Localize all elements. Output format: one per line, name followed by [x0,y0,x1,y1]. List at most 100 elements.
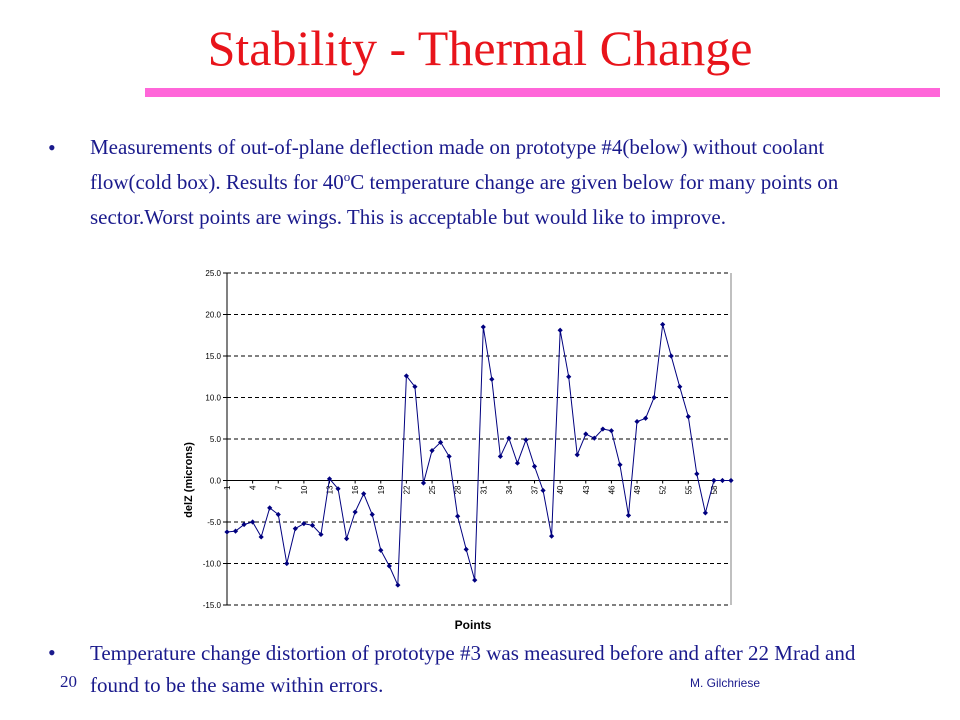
data-point-marker [480,324,486,330]
x-tick-label: 10 [300,485,309,494]
data-point-marker [719,477,726,484]
data-point-marker [557,327,563,333]
bullet-2: • [48,640,56,665]
x-tick-label: 16 [351,485,360,494]
data-point-marker [335,486,341,492]
data-point-marker [420,480,427,486]
deflection-line-chart: -15.0 -10.0 -5.0 0.0 5.0 10.0 15.0 20.0 25.0 1 4 7… [183,269,734,630]
data-point-marker [395,582,401,588]
data-point-marker [429,448,435,454]
data-point-marker [437,439,444,445]
data-point-marker [284,560,290,567]
series-delz [224,321,734,588]
x-tick-label: 49 [633,485,642,494]
data-point-marker [506,435,512,441]
data-point-marker [685,413,691,420]
data-point-marker [301,521,307,527]
data-point-marker [642,415,649,421]
x-tick-label: 1 [223,485,232,490]
data-point-marker [463,546,469,552]
data-point-marker [232,528,239,534]
data-point-marker [352,509,358,515]
data-point-marker [625,512,632,518]
data-point-marker [728,477,734,484]
x-tick-label: 52 [659,485,668,494]
data-point-marker [617,462,623,468]
axes [223,272,732,606]
series-line [226,324,731,586]
data-point-marker [497,453,503,460]
degree-superscript: o [343,169,351,184]
author-name: M. Gilchriese [690,676,761,690]
data-point-marker [711,477,717,484]
y-tick-label: 20.0 [205,311,221,320]
data-point-marker [309,522,316,528]
x-tick-label: 19 [377,485,386,494]
data-point-marker [702,510,708,516]
x-tick-label: 22 [402,485,411,494]
x-tick-label: 43 [582,485,591,494]
data-point-marker [651,394,657,401]
data-point-marker [241,521,247,528]
data-point-marker [446,453,452,460]
y-tick-label: -10.0 [203,560,222,569]
data-point-marker [660,321,666,328]
x-tick-label: 28 [454,485,463,494]
data-point-marker [361,491,367,497]
data-point-marker [250,519,256,525]
data-point-marker [540,487,546,494]
data-point-marker [224,529,230,535]
y-tick-label: -5.0 [207,518,221,527]
data-point-marker [472,577,478,583]
data-point-marker [549,533,555,539]
x-tick-label: 46 [607,485,616,494]
slide-title: Stability - Thermal Change [207,20,753,76]
data-point-marker [403,373,409,379]
data-point-marker [668,353,674,359]
data-point-marker [455,513,461,519]
y-tick-label: 10.0 [205,394,221,403]
paragraph-measurements-text-b: C temperature change are given below for… [90,170,839,229]
x-tick-labels: 1 4 7 10 13 16 19 22 25 28 31 34 37 40 43 46 49 52 55 58 [223,485,719,494]
data-point-marker [677,384,683,390]
data-point-marker [258,534,264,540]
y-tick-label: 15.0 [205,352,221,361]
x-axis-label: Points [455,618,492,630]
y-tick-label: 25.0 [205,269,221,278]
x-tick-label: 55 [684,485,693,494]
y-tick-label: 5.0 [210,435,222,444]
x-tick-label: 31 [479,485,488,494]
data-point-marker [386,563,392,569]
grid-lines [227,272,731,606]
paragraph-measurements: Measurements of out-of-plane deflection … [90,130,890,235]
x-tick-label: 4 [249,485,258,490]
data-point-marker [574,452,580,458]
paragraph-measurements-text-a: Measurements of out-of-plane deflection … [90,135,825,194]
x-tick-label: 34 [505,485,514,494]
data-point-marker [523,437,529,443]
y-axis-label: delZ (microns) [183,442,195,518]
data-point-marker [514,460,521,466]
y-tick-labels: -15.0 -10.0 -5.0 0.0 5.0 10.0 15.0 20.0 25.0 [203,269,222,610]
x-tick-label: 13 [326,485,335,494]
y-tick-label: -15.0 [203,601,222,610]
data-point-marker [531,463,538,469]
data-point-marker [378,547,384,553]
paragraph-prototype3: Temperature change distortion of prototy… [90,641,856,697]
x-tick-label: 58 [710,485,719,494]
data-point-marker [694,471,700,477]
data-point-marker [583,431,589,437]
data-point-marker [343,536,350,542]
x-tick-label: 25 [428,485,437,494]
data-point-marker [489,376,495,382]
data-point-marker [600,426,606,432]
title-underline [145,88,940,97]
x-tick-label: 37 [531,485,540,494]
x-tick-label: 7 [274,485,283,490]
y-tick-label: 0.0 [210,477,222,486]
data-point-marker [369,511,375,518]
data-point-marker [566,374,572,380]
bullet-1: • [48,135,56,160]
page-number: 20 [60,672,77,691]
x-tick-label: 40 [556,485,565,494]
